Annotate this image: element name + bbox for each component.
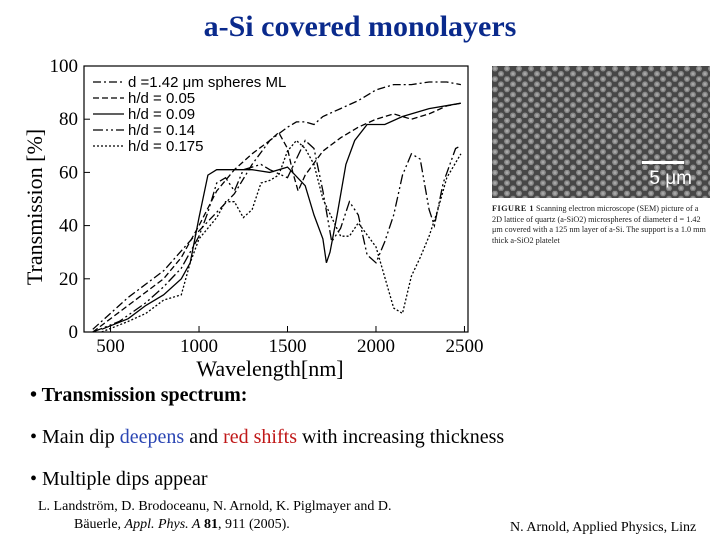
y-tick-label: 0 — [69, 322, 79, 343]
sem-hexagonal-pattern — [492, 66, 710, 198]
page-title: a-Si covered monolayers — [203, 10, 517, 43]
sem-image: 5 μm — [492, 66, 710, 198]
bullet-deepens: deepens — [119, 426, 185, 448]
legend: d =1.42 μm spheres MLh/d = 0.05h/d = 0.0… — [93, 74, 286, 155]
axis-ticks: 500 1000 1500 2000 2500 0 20 40 60 80 100 — [50, 56, 484, 357]
x-tick-label: 1000 — [180, 336, 218, 357]
series-line — [92, 139, 462, 333]
x-tick-label: 2000 — [357, 336, 395, 357]
bullet-main-dip-pre: • Main dip — [30, 426, 120, 448]
bullet-main-dip-post: with increasing thickness — [296, 426, 505, 448]
reference-authors-end: Bäuerle, — [74, 517, 125, 532]
transmission-chart: 500 1000 1500 2000 2500 0 20 40 60 80 100 d =1.42 … — [22, 56, 484, 381]
reference-line1: L. Landström, D. Brodoceanu, N. Arnold, … — [38, 499, 392, 514]
series-line — [101, 102, 462, 330]
sem-caption: FIGURE 1 Scanning electron microscope (S… — [492, 204, 710, 246]
y-tick-label: 100 — [50, 56, 79, 77]
bullet-multiple-dips: • Multiple dips appear — [30, 468, 208, 490]
y-tick-label: 80 — [59, 109, 78, 130]
reference-pages: , 911 (2005). — [218, 517, 290, 532]
x-axis-title: Wavelength[nm] — [196, 356, 343, 381]
x-tick-label: 1500 — [269, 336, 307, 357]
sem-scale-bar — [642, 161, 684, 164]
y-axis-title: Transmission [%] — [22, 129, 47, 285]
legend-label: d =1.42 μm spheres ML — [128, 74, 286, 91]
author-credit: N. Arnold, Applied Physics, Linz — [510, 520, 697, 535]
legend-label: h/d = 0.05 — [128, 90, 195, 107]
x-tick-label: 2500 — [445, 336, 483, 357]
caption-text: Scanning electron microscope (SEM) pictu… — [492, 204, 706, 245]
series-line — [92, 81, 462, 330]
legend-label: h/d = 0.175 — [128, 138, 203, 155]
bullet-transmission: • Transmission spectrum: — [30, 384, 248, 406]
reference-journal: Appl. Phys. A — [124, 517, 201, 532]
caption-figure-label: FIGURE 1 — [492, 204, 534, 213]
plot-frame — [83, 65, 469, 333]
bullet-main-dip: • Main dip deepens and red shifts with i… — [30, 426, 504, 449]
reference-line2: Bäuerle, Appl. Phys. A 81, 911 (2005). — [38, 516, 418, 534]
reference: L. Landström, D. Brodoceanu, N. Arnold, … — [38, 498, 418, 534]
legend-label: h/d = 0.09 — [128, 106, 195, 123]
bullet-and: and — [184, 426, 224, 448]
bullet-red-shifts: red shifts — [223, 426, 297, 448]
sem-scale-label: 5 μm — [649, 168, 692, 189]
series-lines — [92, 81, 462, 333]
y-tick-label: 40 — [59, 216, 78, 237]
legend-label: h/d = 0.14 — [128, 122, 195, 139]
series-line — [101, 139, 462, 333]
y-tick-label: 20 — [59, 269, 78, 290]
x-tick-label: 500 — [96, 336, 125, 357]
reference-volume: 81 — [200, 517, 218, 532]
y-tick-label: 60 — [59, 162, 78, 183]
